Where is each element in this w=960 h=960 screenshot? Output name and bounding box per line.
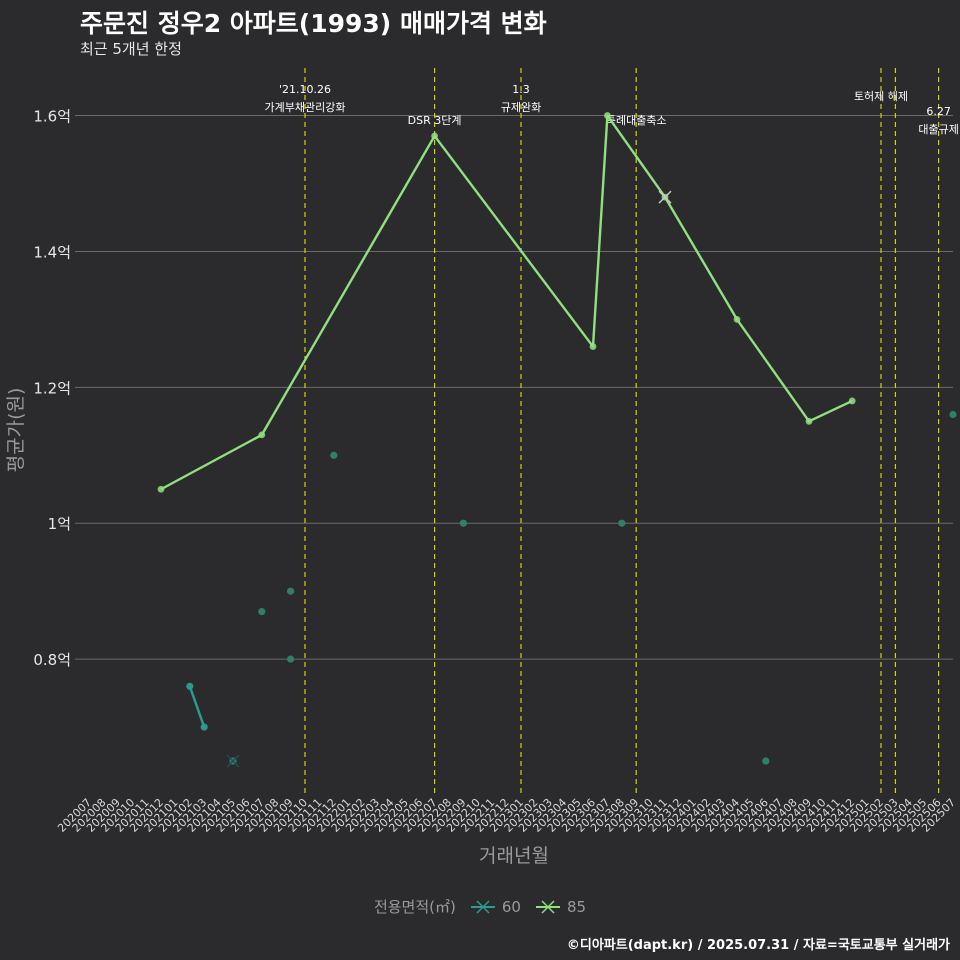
x-marker	[658, 190, 672, 204]
event-label: '21.10.26	[279, 83, 331, 96]
scatter-point	[618, 519, 626, 527]
chart-title: 주문진 정우2 아파트(1993) 매매가격 변화	[80, 9, 547, 38]
event-label: 특례대출축소	[606, 114, 667, 127]
series-line-60	[188, 685, 206, 728]
scatter-point	[762, 757, 770, 765]
legend-key-85-icon	[535, 899, 561, 914]
y-tick-label: 0.8억	[33, 651, 71, 669]
source-caption: ©디아파트(dapt.kr) / 2025.07.31 / 자료=국토교통부 실…	[566, 938, 950, 953]
series-point-85	[258, 431, 266, 439]
scatter-point	[459, 519, 467, 527]
event-label: 대출규제	[918, 123, 958, 136]
series-point-85	[733, 315, 741, 323]
event-label: 1.3	[512, 83, 530, 96]
scatter-point	[330, 451, 338, 459]
x-marker	[226, 754, 240, 768]
legend-label-60: 60	[501, 897, 521, 916]
y-tick-label: 1.2억	[33, 379, 71, 397]
series-point-85	[604, 112, 611, 119]
event-label: 가계부채관리강화	[265, 101, 346, 114]
y-tick-label: 1.6억	[33, 108, 71, 126]
legend-title: 전용면적(㎡)	[373, 898, 456, 916]
y-tick-label: 1억	[48, 515, 71, 533]
legend: 전용면적(㎡) 60 85	[0, 896, 960, 917]
legend-item-85: 85	[535, 898, 586, 916]
series-point-60	[186, 682, 194, 690]
series-point-60	[200, 723, 208, 731]
y-tick-label: 1.4억	[33, 243, 71, 261]
event-label: 토허제 해제	[854, 89, 908, 103]
legend-key-60-icon	[470, 899, 496, 914]
series-point-85	[805, 417, 813, 425]
legend-item-60: 60	[470, 898, 521, 916]
chart-subtitle: 최근 5개년 한정	[80, 40, 182, 58]
event-label: 규제완화	[501, 101, 541, 114]
scatter-point	[949, 410, 957, 419]
x-axis-title: 거래년월	[479, 845, 549, 867]
scatter-point	[258, 607, 266, 616]
scatter-point	[287, 587, 295, 595]
event-label: 6.27	[926, 105, 951, 118]
series-point-85	[848, 397, 856, 405]
scatter-point	[287, 655, 295, 663]
series-point-85	[589, 343, 597, 350]
series-point-85	[431, 132, 438, 140]
series-point-85	[157, 485, 165, 493]
y-axis-title: 평균가(원)	[5, 388, 27, 473]
event-label: DSR 3단계	[408, 114, 462, 127]
legend-label-85: 85	[566, 897, 587, 916]
